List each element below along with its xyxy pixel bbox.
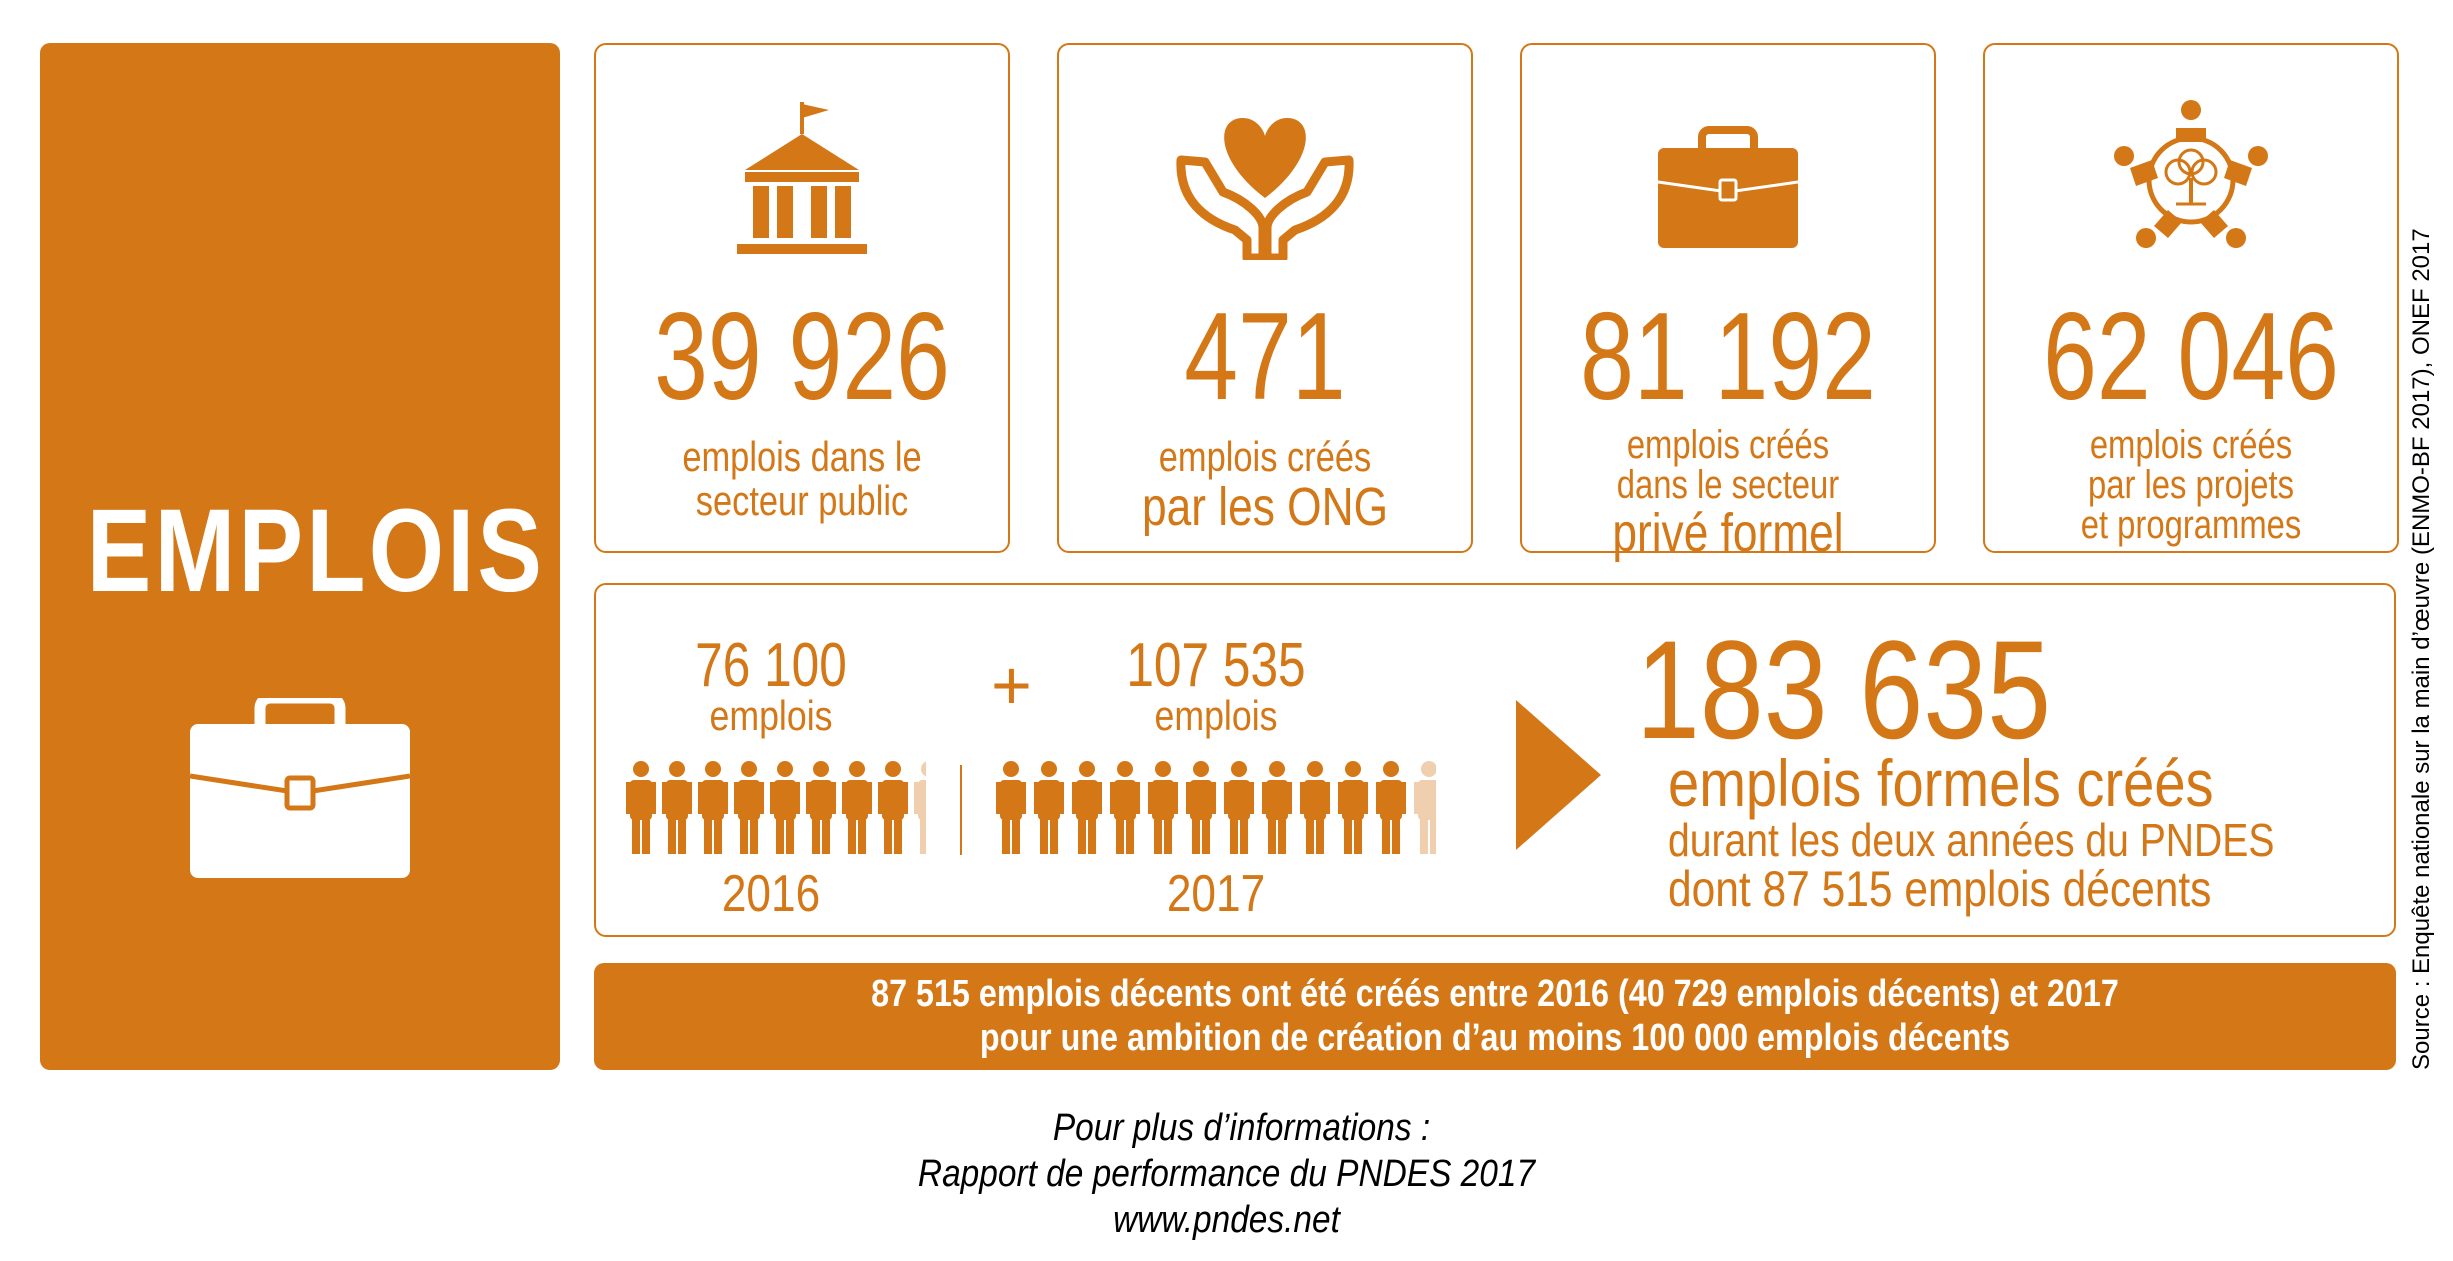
heart-hands-icon (1059, 100, 1471, 270)
footer-line1: Pour plus d’informations : (1052, 1107, 1431, 1149)
jobs-summary-panel: 76 100 emplois 2016 + 107 535 emplois 20… (594, 583, 2396, 937)
person-icon (996, 761, 1026, 854)
person-icon (1072, 761, 1102, 854)
card-number: 81 192 (1580, 288, 1876, 426)
year-2017-label: emplois (1154, 692, 1278, 739)
footer-link[interactable]: www.pndes.net (1113, 1199, 1340, 1241)
card-description: emplois dans le secteur public (633, 435, 971, 523)
card-desc-line: dans le secteur (1616, 463, 1840, 507)
card-desc-line: emplois créés (2089, 423, 2293, 467)
year-divider (960, 765, 962, 855)
person-icon (1262, 761, 1292, 854)
card-projects: 62 046 emplois créés par les projets et … (1983, 43, 2399, 553)
card-number: 471 (1184, 288, 1346, 426)
year-2017-number: 107 535 (1126, 631, 1306, 700)
person-icon (806, 761, 836, 854)
total-line3: dont 87 515 emplois décents (1668, 861, 2212, 917)
card-desc-line: emplois créés (1158, 433, 1372, 480)
person-icon (662, 761, 692, 854)
person-icon (1148, 761, 1178, 854)
person-icon (878, 761, 908, 854)
card-description: emplois créés dans le secteur privé form… (1559, 425, 1897, 561)
card-desc-line: et programmes (2080, 503, 2302, 547)
briefcase-icon (189, 692, 411, 883)
card-description: emplois créés par les projets et program… (2022, 425, 2360, 545)
card-desc-line: privé formel (1612, 503, 1844, 563)
total-line2: durant les deux années du PNDES (1668, 814, 2275, 866)
card-description: emplois créés par les ONG (1096, 433, 1434, 537)
sidebar-title: EMPLOIS (86, 485, 546, 617)
year-2016-label: emplois (709, 692, 833, 739)
person-icon (1414, 761, 1436, 854)
card-number: 62 046 (2043, 288, 2339, 426)
people-icons-2016 (626, 761, 926, 854)
sidebar-panel: EMPLOIS (40, 43, 560, 1070)
banner-line1: 87 515 emplois décents ont été créés ent… (871, 973, 2119, 1015)
year-2016-number: 76 100 (695, 631, 847, 700)
person-icon (734, 761, 764, 854)
source-note: Source : Enquête nationale sur la main d… (2408, 228, 2435, 1070)
card-ngo: 471 emplois créés par les ONG (1057, 43, 1473, 553)
person-icon (698, 761, 728, 854)
total-line1: emplois formels créés (1668, 746, 2214, 820)
card-desc-line: secteur public (695, 477, 909, 524)
footer: Pour plus d’informations : Rapport de pe… (0, 1105, 2453, 1243)
person-icon (914, 761, 926, 854)
plus-sign: + (991, 646, 1032, 724)
person-icon (842, 761, 872, 854)
banner-line2: pour une ambition de création d’au moins… (979, 1017, 2011, 1059)
building-icon (596, 100, 1008, 270)
person-icon (770, 761, 800, 854)
person-icon (1338, 761, 1368, 854)
card-desc-line: par les ONG (1141, 477, 1389, 537)
person-icon (1300, 761, 1330, 854)
person-icon (1034, 761, 1064, 854)
people-icons-2017 (996, 761, 1436, 854)
card-public-sector: 39 926 emplois dans le secteur public (594, 43, 1010, 553)
person-icon (1376, 761, 1406, 854)
card-desc-line: emplois dans le (682, 433, 922, 480)
person-icon (1224, 761, 1254, 854)
card-private-sector: 81 192 emplois créés dans le secteur pri… (1520, 43, 1936, 561)
card-number: 39 926 (654, 288, 950, 426)
arrow-right-icon (1516, 700, 1601, 855)
person-icon (1186, 761, 1216, 854)
year-2016: 2016 (721, 865, 821, 923)
total-number: 183 635 (1636, 611, 2051, 768)
person-icon (1110, 761, 1140, 854)
footer-line2: Rapport de performance du PNDES 2017 (917, 1153, 1536, 1195)
briefcase-icon (1522, 100, 1934, 270)
card-desc-line: emplois créés (1626, 423, 1830, 467)
card-desc-line: par les projets (2087, 463, 2294, 507)
person-icon (626, 761, 656, 854)
year-2017: 2017 (1166, 865, 1266, 923)
community-icon (1985, 100, 2397, 270)
decent-jobs-banner: 87 515 emplois décents ont été créés ent… (594, 963, 2396, 1070)
